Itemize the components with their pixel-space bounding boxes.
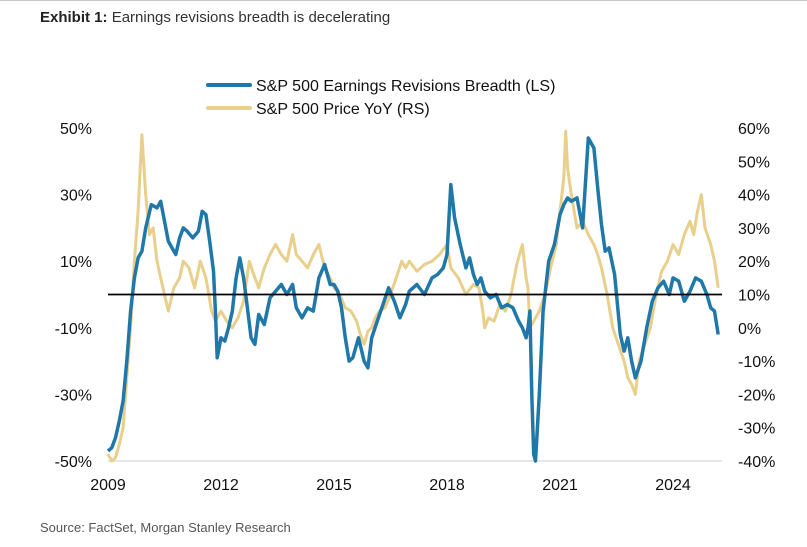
left-tick-label: 30% bbox=[60, 188, 92, 205]
left-tick-label: 50% bbox=[60, 121, 92, 138]
right-tick-label: 30% bbox=[738, 221, 770, 238]
left-tick-label: -10% bbox=[55, 321, 92, 338]
legend: S&P 500 Earnings Revisions Breadth (LS) … bbox=[206, 78, 555, 118]
series-line-price-yoy bbox=[106, 129, 720, 463]
right-tick-label: 0% bbox=[738, 321, 761, 338]
right-tick-label: -30% bbox=[738, 421, 775, 438]
right-axis: 60% 50% 40% 30% 20% 10% 0% -10% -20% -30% -40% bbox=[738, 121, 775, 471]
x-tick-label: 2015 bbox=[316, 477, 352, 494]
exhibit-label: Exhibit 1: bbox=[40, 9, 108, 26]
legend-label-price: S&P 500 Price YoY (RS) bbox=[256, 101, 430, 118]
x-tick-label: 2018 bbox=[429, 477, 465, 494]
right-tick-label: 40% bbox=[738, 188, 770, 205]
left-tick-label: 10% bbox=[60, 254, 92, 271]
x-tick-label: 2009 bbox=[90, 477, 126, 494]
x-tick-label: 2021 bbox=[542, 477, 578, 494]
right-tick-label: 10% bbox=[738, 288, 770, 305]
left-tick-label: -30% bbox=[55, 387, 92, 404]
left-axis: 50% 30% 10% -10% -30% -50% bbox=[55, 121, 92, 471]
right-tick-label: 50% bbox=[738, 154, 770, 171]
top-rule bbox=[0, 0, 807, 1]
right-tick-label: 20% bbox=[738, 254, 770, 271]
left-tick-label: -50% bbox=[55, 454, 92, 471]
right-tick-label: 60% bbox=[738, 121, 770, 138]
legend-label-breadth: S&P 500 Earnings Revisions Breadth (LS) bbox=[256, 78, 555, 95]
right-tick-label: -10% bbox=[738, 354, 775, 371]
exhibit-title-text: Earnings revisions breadth is decelerati… bbox=[111, 9, 391, 26]
source-note: Source: FactSet, Morgan Stanley Research bbox=[40, 520, 291, 535]
x-tick-label: 2024 bbox=[655, 477, 691, 494]
series-line-earnings-revisions-breadth bbox=[106, 136, 720, 463]
exhibit-title: Exhibit 1: Earnings revisions breadth is… bbox=[40, 9, 390, 26]
revisions-breadth-chart: S&P 500 Earnings Revisions Breadth (LS) … bbox=[55, 78, 776, 494]
right-tick-label: -40% bbox=[738, 454, 775, 471]
x-tick-label: 2012 bbox=[203, 477, 239, 494]
x-axis: 2009 2012 2015 2018 2021 2024 bbox=[90, 477, 691, 494]
right-tick-label: -20% bbox=[738, 387, 775, 404]
